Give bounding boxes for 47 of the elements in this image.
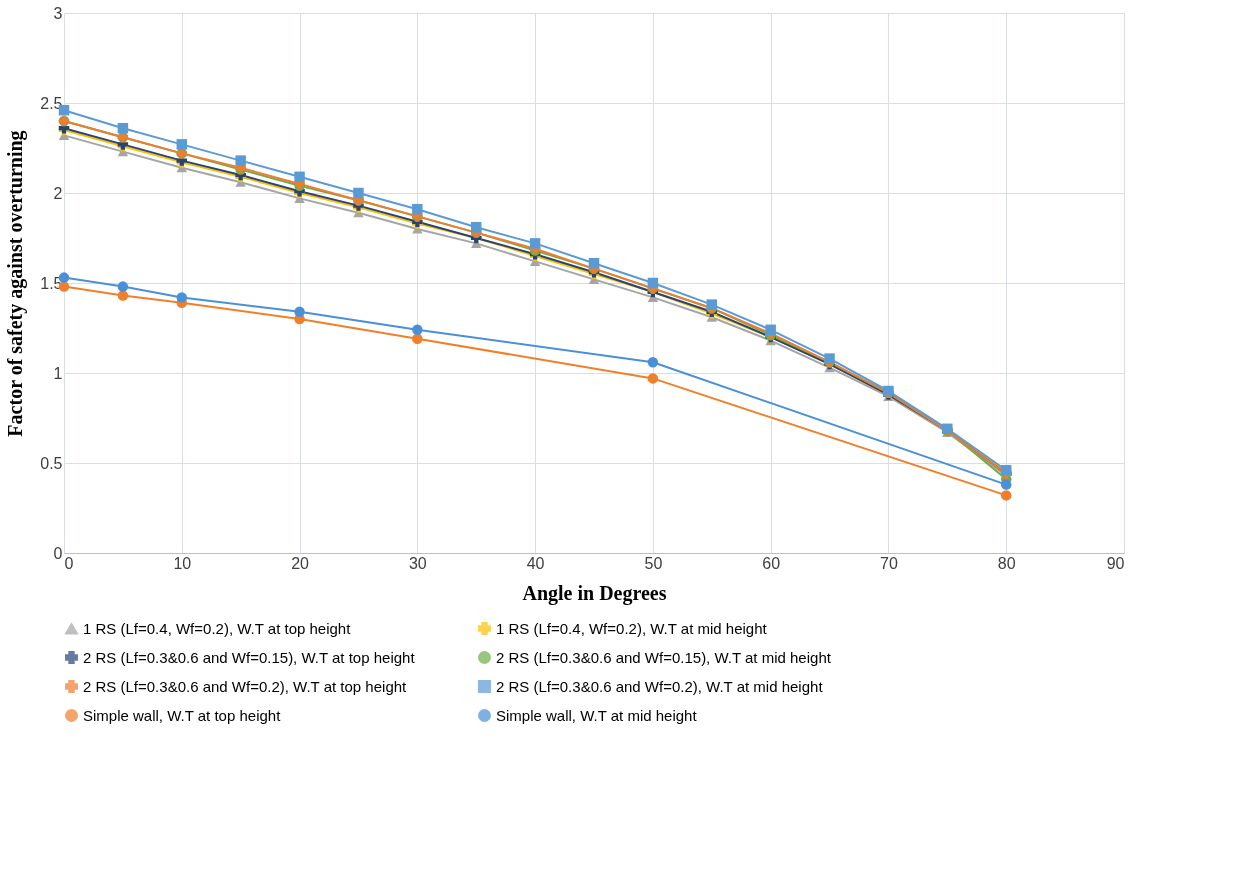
legend-label: 2 RS (Lf=0.3&0.6 and Wf=0.15), W.T at top height bbox=[83, 648, 416, 666]
point bbox=[294, 171, 305, 183]
point bbox=[412, 333, 423, 345]
legend-label: Simple wall, W.T at top height bbox=[83, 706, 282, 724]
x-tick-label: 70 bbox=[880, 554, 898, 572]
y-tick-label: 3 bbox=[53, 4, 63, 22]
point bbox=[1000, 490, 1012, 501]
point bbox=[706, 299, 718, 310]
x-tick-label: 90 bbox=[1106, 554, 1125, 572]
x-tick-label: 40 bbox=[526, 554, 545, 572]
x-tick-label: 50 bbox=[644, 554, 663, 572]
point bbox=[117, 122, 129, 134]
x-tick-label: 30 bbox=[408, 554, 427, 572]
legend-label: 2 RS (Lf=0.3&0.6 and Wf=0.15), W.T at mid height bbox=[496, 648, 832, 666]
point bbox=[588, 257, 600, 269]
point bbox=[470, 221, 482, 233]
y-tick-label: 0.5 bbox=[40, 454, 63, 472]
point bbox=[529, 238, 541, 249]
point bbox=[412, 324, 423, 336]
x-tick-label: 20 bbox=[291, 554, 310, 572]
point bbox=[647, 356, 659, 368]
point bbox=[1000, 479, 1012, 490]
point bbox=[176, 139, 188, 150]
legend-label: 1 RS (Lf=0.4, Wf=0.2), W.T at mid height bbox=[496, 619, 768, 637]
x-tick-label: 80 bbox=[997, 554, 1016, 572]
legend-label: 2 RS (Lf=0.3&0.6 and Wf=0.2), W.T at mid height bbox=[496, 677, 824, 695]
x-tick-label: 60 bbox=[762, 554, 781, 572]
y-tick-label: 1 bbox=[53, 364, 63, 382]
legend-label: 1 RS (Lf=0.4, Wf=0.2), W.T at top height bbox=[83, 619, 352, 637]
y-tick-label: 2 bbox=[53, 184, 63, 202]
point bbox=[765, 324, 776, 336]
point bbox=[117, 290, 129, 301]
point bbox=[235, 155, 246, 166]
legend-label: Simple wall, W.T at mid height bbox=[496, 706, 698, 724]
point bbox=[117, 281, 129, 292]
point bbox=[824, 353, 835, 364]
point bbox=[353, 187, 364, 199]
x-tick-label: 0 bbox=[64, 554, 74, 572]
x-tick-label: 10 bbox=[173, 554, 192, 572]
x-axis-title: Angle in Degrees bbox=[522, 581, 667, 605]
y-axis-title: Factor of safety against overturning bbox=[4, 130, 28, 437]
point bbox=[176, 292, 188, 303]
point bbox=[647, 277, 659, 289]
point bbox=[647, 373, 659, 384]
legend-label: 2 RS (Lf=0.3&0.6 and Wf=0.2), W.T at top height bbox=[83, 677, 408, 695]
point bbox=[294, 306, 305, 318]
point bbox=[412, 203, 423, 215]
